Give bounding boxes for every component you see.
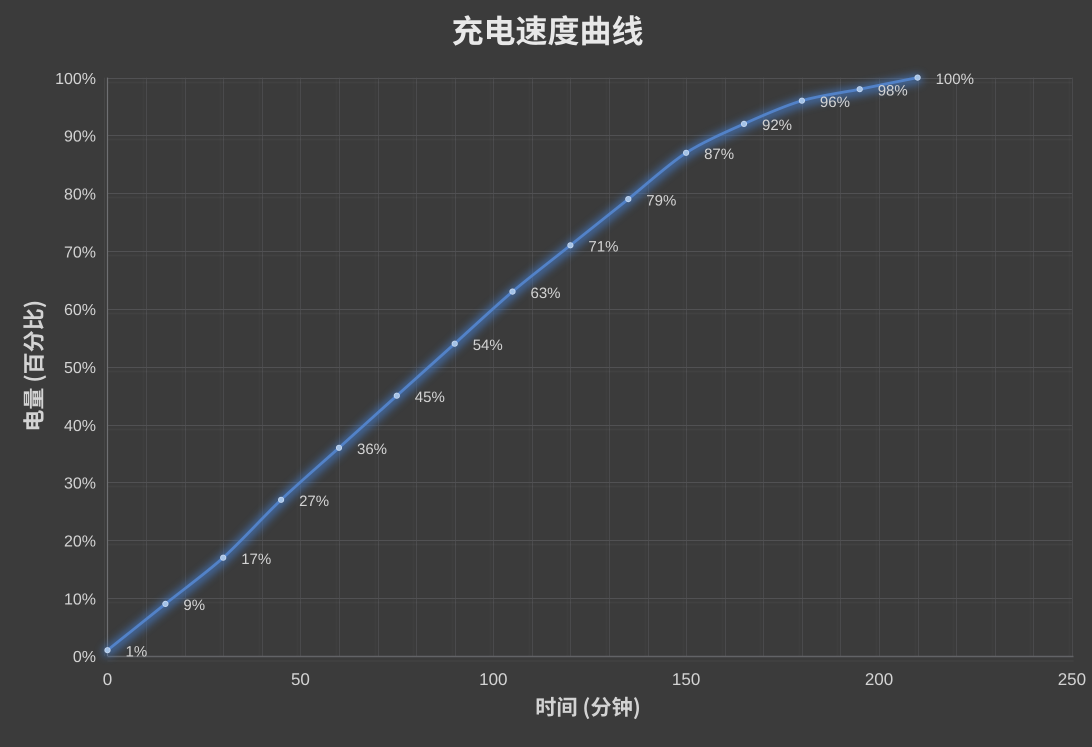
svg-text:98%: 98% [878,82,908,99]
svg-text:90%: 90% [64,129,96,146]
svg-text:0: 0 [103,670,112,689]
svg-text:250: 250 [1058,670,1086,689]
svg-text:1%: 1% [126,643,148,660]
svg-text:80%: 80% [64,187,96,204]
svg-text:150: 150 [672,670,700,689]
svg-text:10%: 10% [64,591,96,608]
svg-text:60%: 60% [64,302,96,319]
svg-text:9%: 9% [183,597,205,614]
svg-text:96%: 96% [820,94,850,111]
svg-text:200: 200 [865,670,893,689]
svg-text:50: 50 [291,670,310,689]
svg-text:87%: 87% [704,146,734,163]
svg-text:17%: 17% [241,551,271,568]
svg-text:36%: 36% [357,441,387,458]
svg-text:54%: 54% [473,337,503,354]
svg-text:27%: 27% [299,493,329,510]
svg-text:70%: 70% [64,244,96,261]
svg-text:100%: 100% [55,71,96,88]
svg-text:71%: 71% [588,239,618,256]
svg-text:50%: 50% [64,360,96,377]
svg-text:63%: 63% [531,285,561,302]
svg-text:30%: 30% [64,476,96,493]
svg-text:45%: 45% [415,389,445,406]
svg-text:20%: 20% [64,534,96,551]
svg-text:0%: 0% [73,649,96,666]
svg-text:100%: 100% [936,71,974,88]
svg-text:100: 100 [479,670,507,689]
svg-text:92%: 92% [762,117,792,134]
svg-text:79%: 79% [646,192,676,209]
svg-text:40%: 40% [64,418,96,435]
